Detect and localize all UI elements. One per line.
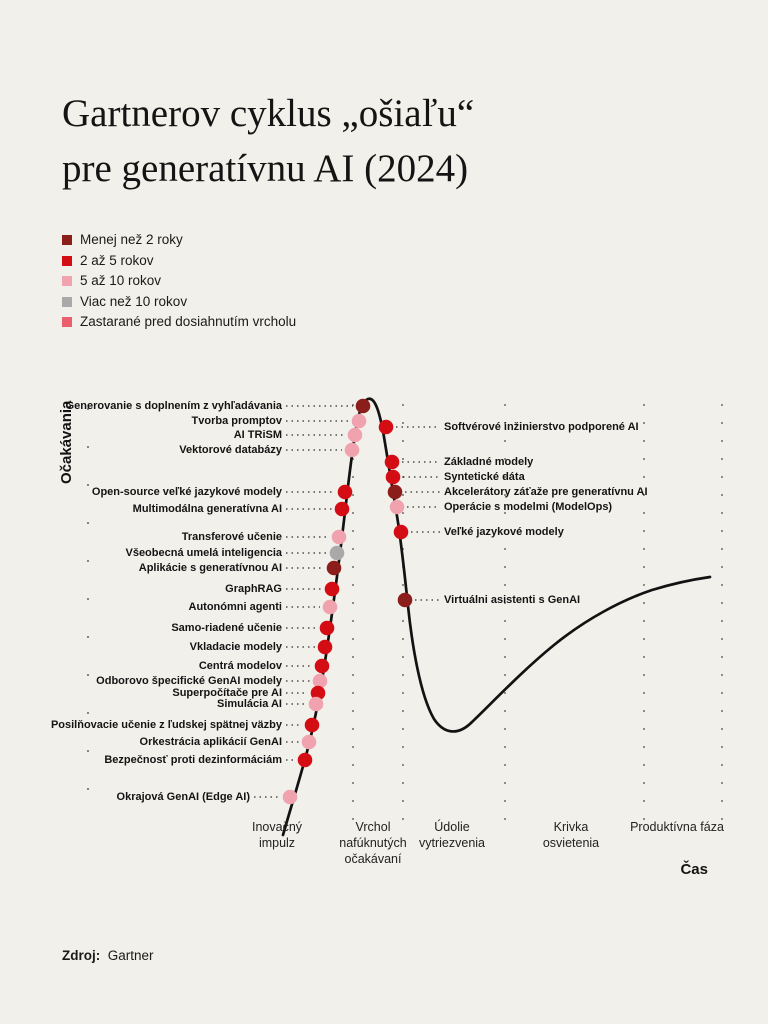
entry-label: Softvérové inžinierstvo podporené AI — [444, 421, 639, 433]
data-point-dot — [393, 524, 409, 540]
legend-item-label: 2 až 5 rokov — [80, 252, 154, 268]
data-point-dot — [308, 696, 324, 712]
page-title: Gartnerov cyklus „ošiaľu“ pre generatívn… — [62, 86, 474, 196]
entry-label: Virtuálni asistenti s GenAI — [444, 594, 581, 606]
phase-label-slope-of-enlightenment: Krivka osvietenia — [542, 820, 600, 850]
data-point-dot — [319, 620, 335, 636]
data-point-dot — [314, 658, 330, 674]
data-point-dot — [344, 442, 360, 458]
data-point-dot — [312, 673, 328, 689]
entry-label: Tvorba promptov — [191, 415, 282, 427]
legend-swatch-2to5y — [62, 255, 72, 266]
entry-label: Základné modely — [444, 456, 534, 468]
legend-item: Viac než 10 rokov — [62, 293, 296, 309]
entry-label: Aplikácie s generatívnou AI — [138, 562, 282, 574]
legend-swatch-obsolete — [62, 317, 72, 327]
data-point-dot — [397, 592, 413, 608]
entry-label: Posilňovacie učenie z ľudskej spätnej vä… — [50, 719, 282, 731]
page-title-line1: Gartnerov cyklus „ošiaľu“ — [62, 92, 475, 135]
data-point-dot — [384, 454, 400, 470]
data-point-dot — [326, 560, 342, 576]
entry-label: Superpočítače pre AI — [172, 687, 282, 699]
legend-item: 5 až 10 rokov — [62, 274, 296, 288]
data-point-dot — [282, 789, 298, 805]
data-point-dot — [301, 734, 317, 750]
entry-label: Autonómni agenti — [188, 601, 283, 613]
entry-label: AI TRiSM — [233, 429, 282, 441]
entry-label: Vkladacie modely — [189, 641, 282, 653]
source-name: Gartner — [107, 948, 154, 963]
data-point-dot — [310, 685, 326, 701]
data-point-dot — [329, 545, 345, 561]
entry-label: GraphRAG — [225, 583, 282, 595]
data-point-dot — [347, 427, 363, 443]
entry-label: Všeobecná umelá inteligencia — [125, 547, 282, 559]
entry-label: Centrá modelov — [198, 660, 282, 672]
x-axis-label: Čas — [680, 861, 708, 878]
entry-label: Veľké jazykové modely — [444, 526, 564, 538]
entry-label: Odborovo špecifické GenAI modely — [96, 675, 282, 687]
entry-label: Open-source veľké jazykové modely — [91, 486, 282, 498]
legend-item: Zastarané pred dosiahnutím vrcholu — [62, 315, 296, 329]
entry-label: Operácie s modelmi (ModelOps) — [444, 501, 613, 513]
legend-item: Menej než 2 roky — [62, 233, 296, 247]
entry-label: Okrajová GenAI (Edge AI) — [116, 791, 250, 803]
entry-label: Syntetické dáta — [444, 471, 525, 483]
data-point-dot — [337, 484, 353, 500]
legend-swatch-lt2y — [62, 235, 72, 245]
data-point-dot — [322, 599, 338, 615]
data-point-dot — [334, 501, 350, 517]
data-point-dot — [385, 469, 401, 485]
legend-item-label: Viac než 10 rokov — [80, 293, 188, 309]
entry-label: Samo-riadené učenie — [171, 622, 282, 634]
legend: Menej než 2 roky 2 až 5 rokov 5 až 10 ro… — [62, 233, 296, 336]
data-point-dot — [304, 717, 320, 733]
data-point-dot — [355, 398, 371, 414]
entry-label: Vektorové databázy — [179, 444, 282, 456]
page-title-line2: pre generatívnu AI (2024) — [62, 147, 469, 190]
legend-swatch-gt10y — [62, 296, 72, 307]
phase-label-plateau-of-productivity: Produktívna fáza — [630, 820, 724, 834]
legend-swatch-5to10y — [62, 276, 72, 286]
entry-label: Akcelerátory záťaže pre generatívnu AI — [444, 486, 648, 498]
data-point-dot — [387, 484, 403, 500]
phase-label-trough-of-disillusionment: Údolie vytriezvenia — [419, 820, 485, 850]
source-note: Zdroj: Gartner — [62, 948, 154, 963]
legend-item-label: Zastarané pred dosiahnutím vrcholu — [80, 314, 297, 329]
data-point-dot — [317, 639, 333, 655]
data-point-dot — [351, 413, 367, 429]
legend-item-label: Menej než 2 roky — [80, 232, 183, 247]
data-point-dot — [378, 419, 394, 435]
entry-label: Simulácia AI — [216, 698, 282, 710]
data-point-dot — [389, 499, 405, 515]
entry-label: Multimodálna generatívna AI — [132, 503, 282, 515]
entry-label: Transferové učenie — [181, 531, 282, 543]
entry-label: Bezpečnosť proti dezinformáciám — [104, 754, 282, 766]
phase-label-innovation-trigger: Inovačný impulz — [251, 820, 303, 850]
data-point-dot — [324, 581, 340, 597]
source-prefix: Zdroj: — [62, 948, 101, 963]
entry-label: Generovanie s doplnením z vyhľadávania — [65, 400, 282, 412]
data-point-dot — [331, 529, 347, 545]
phase-label-peak-of-expectations: Vrchol nafúknutých očakávaní — [339, 820, 407, 866]
entry-label: Orkestrácia aplikácií GenAI — [139, 736, 282, 748]
legend-item: 2 až 5 rokov — [62, 252, 296, 268]
legend-item-label: 5 až 10 rokov — [80, 273, 162, 288]
data-point-dot — [297, 752, 313, 768]
